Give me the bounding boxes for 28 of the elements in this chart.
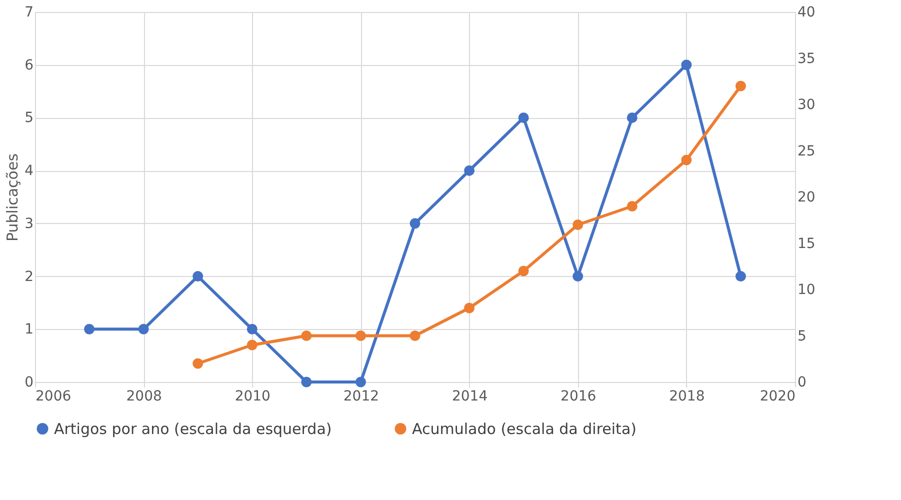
legend-label: Acumulado (escala da direita) bbox=[412, 420, 636, 438]
y-tick-label: 1 bbox=[24, 322, 34, 338]
y2-tick-label: 35 bbox=[798, 50, 816, 67]
x-tick-label: 2016 bbox=[560, 388, 596, 404]
y-tick-label: 3 bbox=[24, 216, 34, 232]
y2-tick-label: 5 bbox=[798, 328, 806, 344]
y2-tick-label: 30 bbox=[798, 97, 816, 113]
y2-tick-label: 40 bbox=[798, 4, 816, 20]
y2-tick-label: 15 bbox=[798, 236, 816, 252]
y-tick-label: 4 bbox=[24, 163, 34, 180]
y-tick-label: 5 bbox=[24, 110, 34, 126]
y-axis-title: Publicações bbox=[4, 153, 22, 242]
x-tick-label: 2006 bbox=[36, 388, 72, 404]
x-tick-label: 2010 bbox=[234, 388, 270, 404]
legend-label: Artigos por ano (escala da esquerda) bbox=[54, 420, 332, 438]
y-tick-label: 0 bbox=[24, 374, 34, 390]
x-tick-label: 2014 bbox=[452, 388, 488, 404]
y-tick-label: 2 bbox=[24, 268, 34, 285]
y2-tick-label: 25 bbox=[798, 143, 816, 160]
y-tick-label: 6 bbox=[24, 57, 34, 74]
x-tick-label: 2018 bbox=[669, 388, 705, 404]
x-tick-label: 2012 bbox=[343, 388, 380, 404]
y2-tick-label: 0 bbox=[798, 374, 806, 390]
x-tick-label: 2020 bbox=[760, 388, 796, 404]
y-tick-label: 7 bbox=[24, 4, 34, 20]
y2-tick-label: 20 bbox=[798, 190, 816, 206]
x-tick-label: 2008 bbox=[126, 388, 162, 404]
y2-tick-label: 10 bbox=[798, 282, 816, 298]
